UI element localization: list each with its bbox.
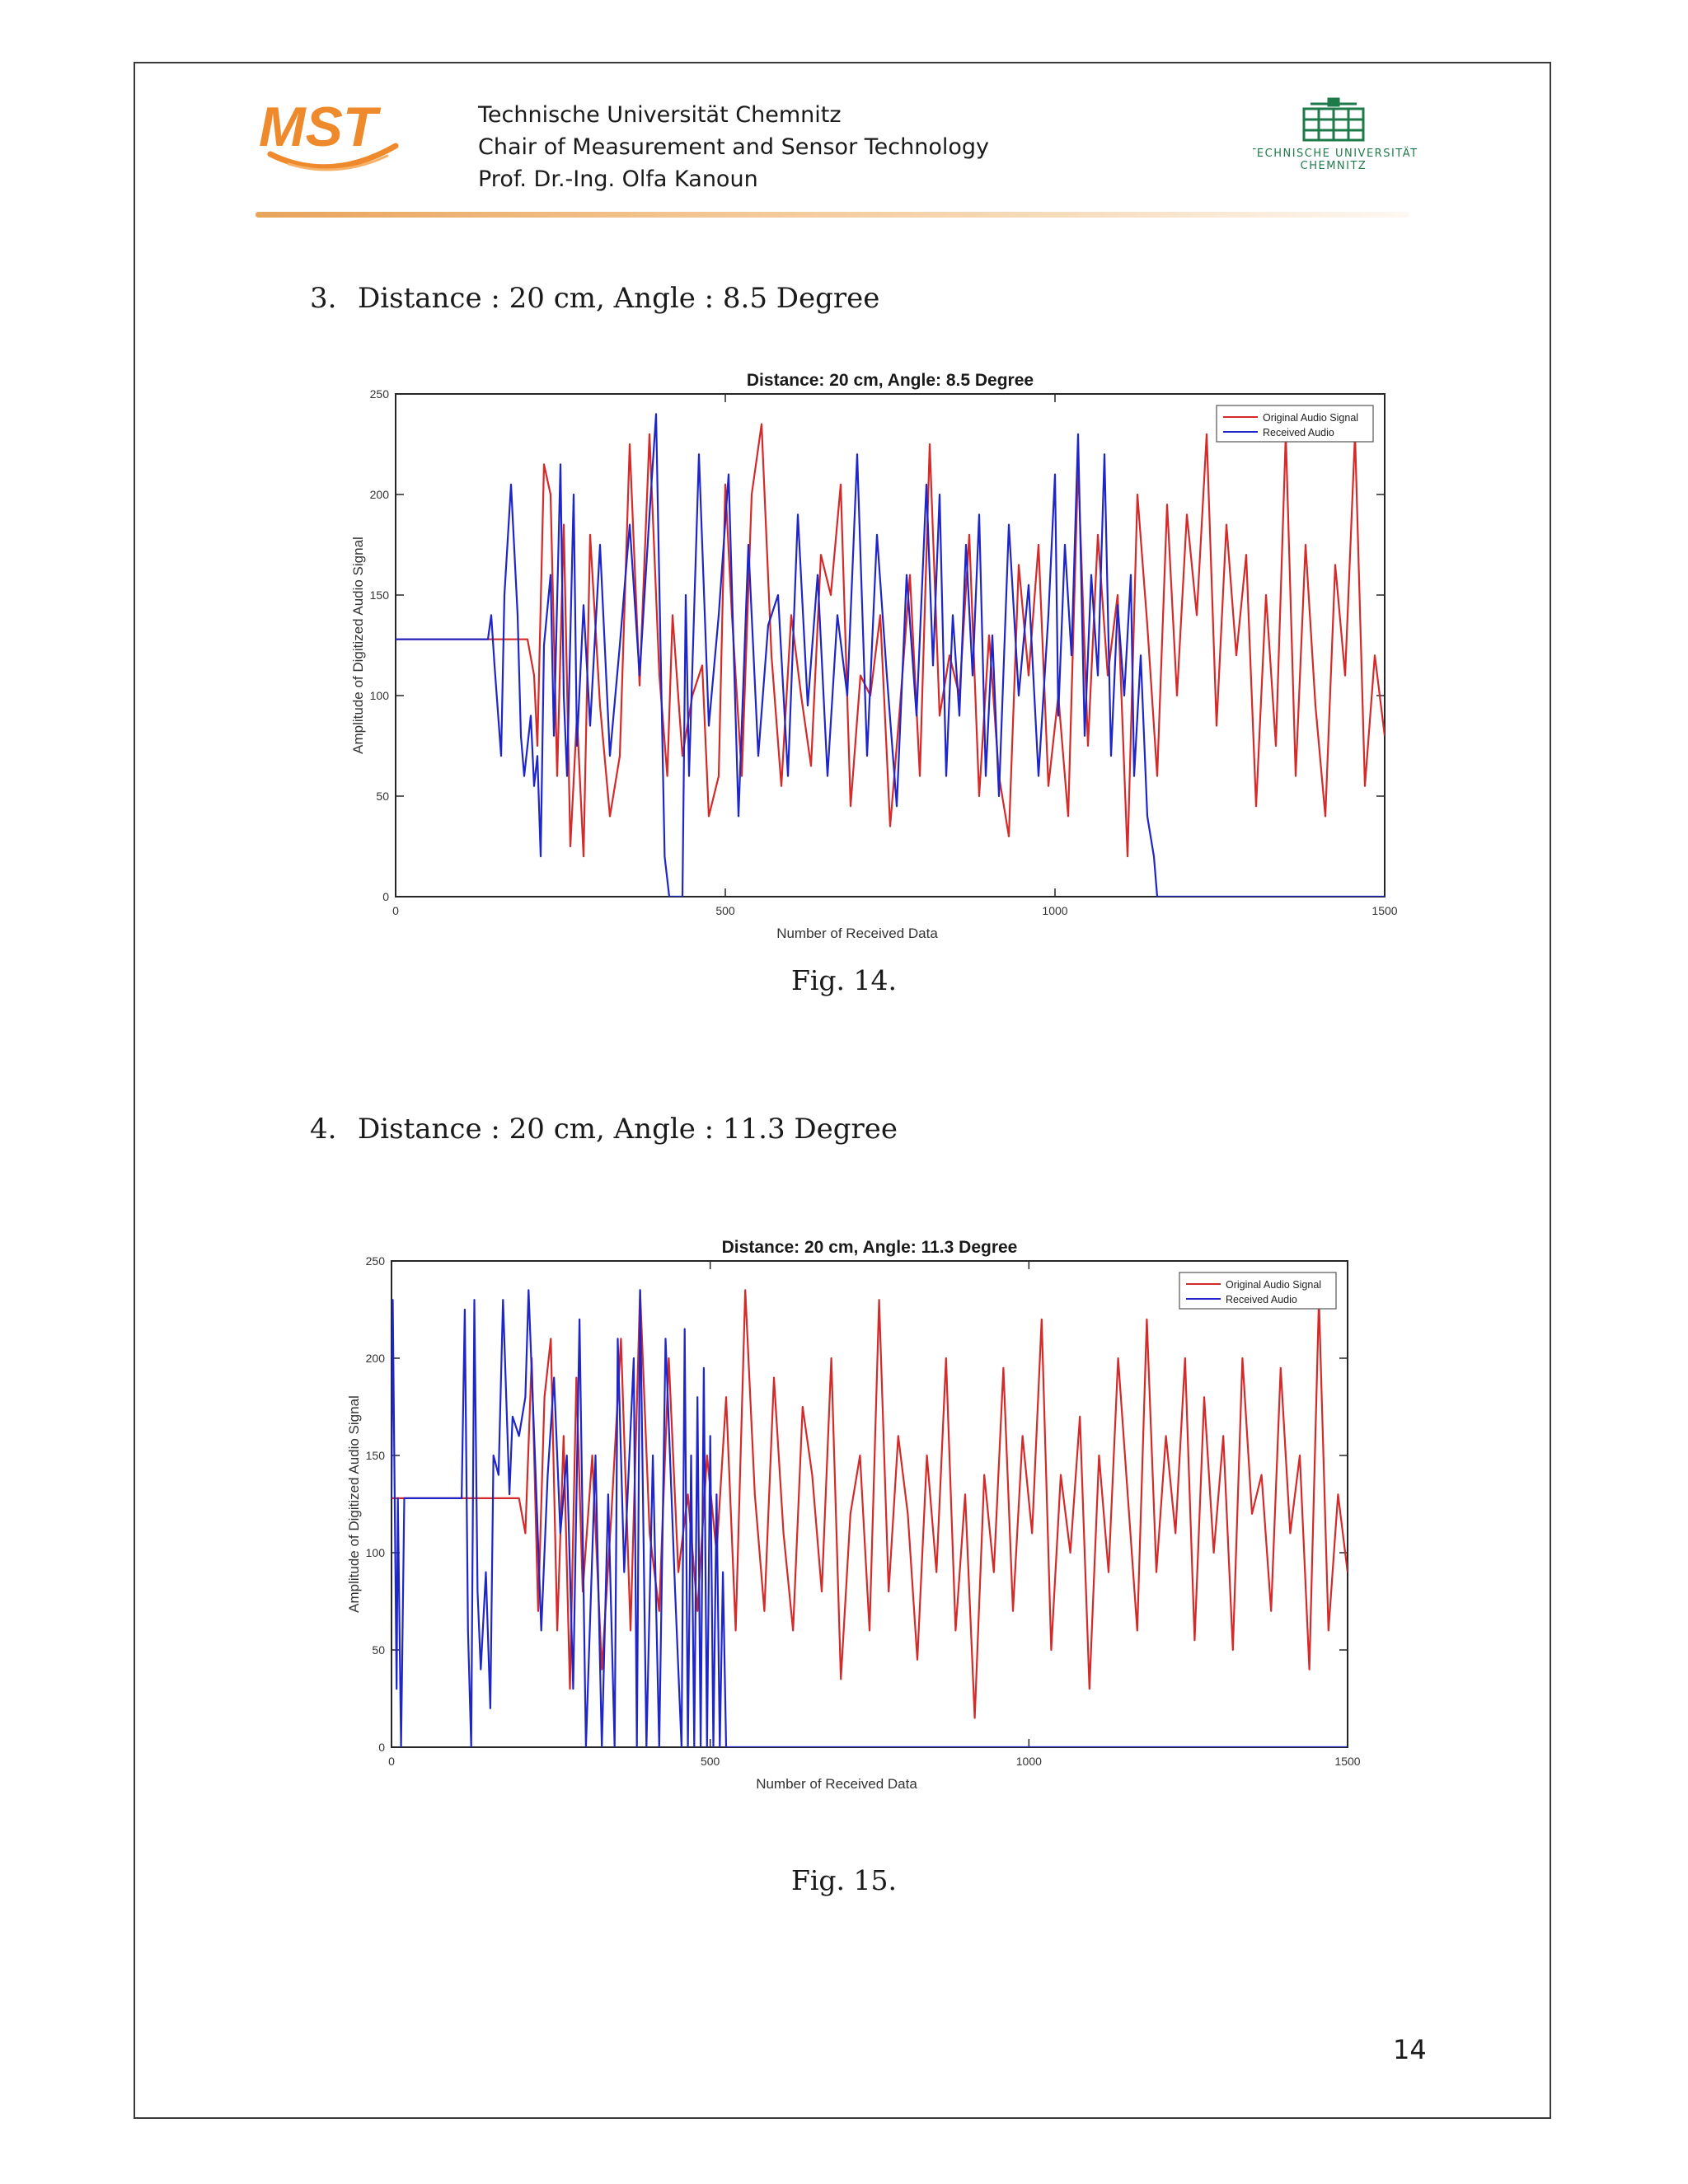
y-tick-label: 250 — [370, 387, 390, 401]
section-number: 3. — [310, 282, 337, 315]
building-icon — [1302, 97, 1365, 142]
y-tick-label: 100 — [370, 689, 390, 702]
x-tick-label: 1500 — [1372, 904, 1397, 917]
header-line-university: Technische Universität Chemnitz — [478, 102, 842, 128]
x-tick-label: 500 — [715, 904, 735, 917]
mst-logo: MST — [259, 96, 399, 171]
mst-logo-text: MST — [259, 96, 382, 158]
y-axis-label: Amplitude of Digitized Audio Signal — [350, 537, 366, 754]
section-heading-4: 4. Distance : 20 cm, Angle : 11.3 Degree — [310, 1113, 898, 1146]
tu-logo-line1: TECHNISCHE UNIVERSITÄT — [1253, 147, 1418, 160]
legend-entry: Received Audio — [1263, 427, 1334, 438]
tu-chemnitz-logo: TECHNISCHE UNIVERSITÄT CHEMNITZ — [1253, 97, 1418, 172]
header-text: Technische Universität Chemnitz Chair of… — [478, 99, 989, 195]
figure-caption-14: Fig. 14. — [790, 964, 898, 996]
y-tick-label: 0 — [382, 890, 389, 903]
figure-caption-15: Fig. 15. — [790, 1864, 898, 1896]
tu-logo-line2: CHEMNITZ — [1301, 160, 1367, 172]
legend-entry: Original Audio Signal — [1263, 412, 1358, 424]
section-heading-3: 3. Distance : 20 cm, Angle : 8.5 Degree — [310, 282, 879, 315]
header-line-professor: Prof. Dr.-Ing. Olfa Kanoun — [478, 166, 758, 192]
x-tick-label: 1000 — [1042, 904, 1067, 917]
section-title: Distance : 20 cm, Angle : 11.3 Degree — [358, 1113, 898, 1146]
section-number: 4. — [310, 1113, 337, 1146]
y-tick-label: 50 — [376, 790, 389, 803]
section-title: Distance : 20 cm, Angle : 8.5 Degree — [358, 282, 880, 315]
y-tick-label: 200 — [370, 488, 390, 501]
page-frame — [134, 62, 1551, 2119]
legend-box — [1216, 405, 1374, 443]
chart-title: Distance: 20 cm, Angle: 8.5 Degree — [747, 371, 1034, 390]
x-tick-label: 0 — [392, 904, 399, 917]
series-line-original — [396, 423, 1385, 858]
header-line-chair: Chair of Measurement and Sensor Technolo… — [478, 134, 989, 160]
page-number: 14 — [1393, 2034, 1427, 2065]
series-line-received — [396, 413, 1385, 897]
header-divider — [256, 212, 1409, 218]
y-tick-label: 150 — [370, 588, 390, 602]
x-axis-label: Number of Received Data — [776, 926, 938, 941]
